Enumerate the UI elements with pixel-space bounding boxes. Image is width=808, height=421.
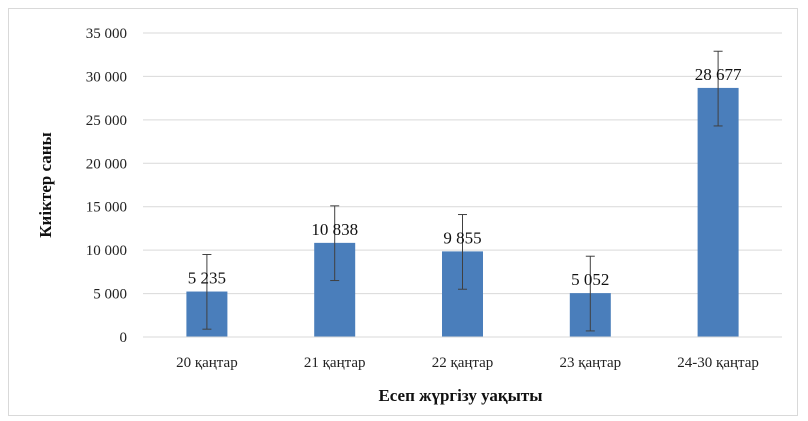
x-axis-ticks: 20 қаңтар 21 қаңтар 22 қаңтар 23 қаңтар 24-3… [176,355,759,371]
gridlines [143,32,782,295]
bars [186,87,739,337]
y-axis-ticks: 0 5 000 10 000 15 000 20 000 25 000 30 000 35 0… [86,26,127,346]
error-bar [330,205,340,282]
x-tick-label: 22 қаңтар [432,355,494,371]
x-axis-title: Есеп жүргізу уақыты [378,386,542,405]
data-label: 28 677 [695,65,742,84]
y-tick-label: 15 000 [86,200,127,216]
data-label: 5 235 [188,269,226,288]
bar [697,87,739,337]
y-axis-title: Киіктер саны [36,132,55,238]
data-label: 5 052 [571,270,609,289]
error-bar [713,50,723,127]
y-tick-label: 30 000 [86,69,127,85]
x-tick-label: 24-30 қаңтар [677,355,759,371]
error-bar [585,255,595,332]
y-tick-label: 25 000 [86,113,127,129]
y-tick-label: 5 000 [93,287,127,303]
x-tick-label: 21 қаңтар [304,355,366,371]
error-bars [202,50,723,332]
y-tick-label: 10 000 [86,243,127,259]
data-label: 10 838 [311,220,358,239]
y-tick-label: 35 000 [86,26,127,42]
x-tick-label: 23 қаңтар [559,355,621,371]
y-tick-label: 0 [120,330,128,346]
y-tick-label: 20 000 [86,156,127,172]
data-label: 9 855 [443,228,481,247]
error-bar [202,253,212,330]
data-labels: 5 235 10 838 9 855 5 052 28 677 [188,65,742,289]
x-tick-label: 20 қаңтар [176,355,238,371]
error-bar [458,214,467,290]
